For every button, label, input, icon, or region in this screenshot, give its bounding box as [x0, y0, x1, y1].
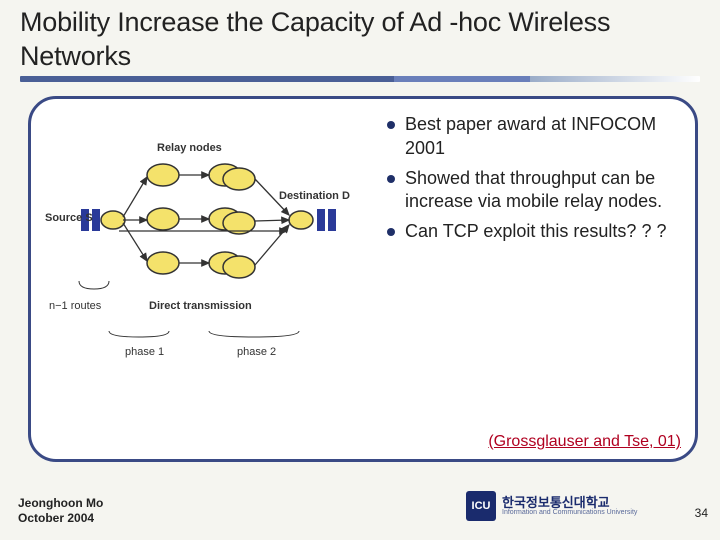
bullet-list: Best paper award at INFOCOM 2001 Showed …	[387, 113, 679, 250]
footer-author: Jeonghoon Mo	[18, 496, 103, 511]
diagram-relay-network: Relay nodes Source S	[39, 121, 359, 381]
dest-bar	[317, 209, 325, 231]
relay-node	[223, 168, 255, 190]
routes-label: n−1 routes	[49, 300, 102, 312]
page-number: 34	[695, 506, 708, 520]
logo-text: 한국정보통신대학교 Information and Communications…	[502, 496, 637, 517]
edge	[255, 220, 289, 221]
dest-node	[289, 211, 313, 229]
edge	[123, 177, 147, 217]
citation: (Grossglauser and Tse, 01)	[488, 433, 681, 451]
relay-node	[147, 208, 179, 230]
dest-bar	[328, 209, 336, 231]
list-item: Can TCP exploit this results? ? ?	[387, 220, 679, 244]
source-bar	[92, 209, 100, 231]
page-title: Mobility Increase the Capacity of Ad -ho…	[20, 6, 700, 74]
title-area: Mobility Increase the Capacity of Ad -ho…	[0, 0, 720, 82]
logo-korean: 한국정보통신대학교	[502, 496, 637, 510]
relay-node	[223, 256, 255, 278]
source-node	[101, 211, 125, 229]
relay-node	[147, 164, 179, 186]
phase2-label: phase 2	[237, 346, 276, 358]
content-frame: Relay nodes Source S	[28, 96, 698, 462]
source-label: Source S	[45, 212, 93, 224]
footer-date: October 2004	[18, 511, 103, 526]
brace	[109, 331, 169, 337]
logo-badge: ICU	[466, 491, 496, 521]
footer-logo: ICU 한국정보통신대학교 Information and Communicat…	[466, 488, 676, 524]
relay-label: Relay nodes	[157, 142, 222, 154]
slide: Mobility Increase the Capacity of Ad -ho…	[0, 0, 720, 540]
brace	[209, 331, 299, 337]
list-item: Best paper award at INFOCOM 2001	[387, 113, 679, 161]
dest-label: Destination D	[279, 190, 350, 202]
title-underline	[20, 76, 700, 82]
edge	[123, 223, 147, 261]
diagram-svg: Relay nodes Source S	[39, 121, 359, 381]
relay-node	[147, 252, 179, 274]
footer-author-block: Jeonghoon Mo October 2004	[18, 496, 103, 526]
logo-english: Information and Communications Universit…	[502, 509, 637, 516]
phase1-label: phase 1	[125, 346, 164, 358]
direct-label: Direct transmission	[149, 300, 252, 312]
list-item: Showed that throughput can be increase v…	[387, 167, 679, 215]
brace	[79, 281, 109, 289]
